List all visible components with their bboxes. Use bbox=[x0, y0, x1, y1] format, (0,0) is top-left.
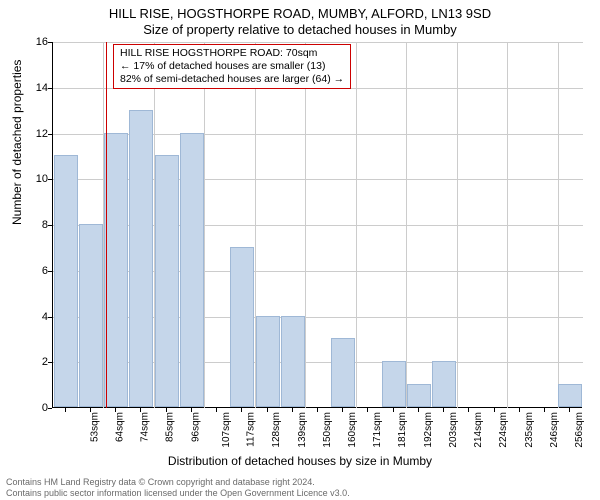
x-tick-label: 74sqm bbox=[140, 412, 151, 442]
x-tick-label: 85sqm bbox=[165, 412, 176, 442]
x-tick-label: 214sqm bbox=[473, 412, 484, 448]
x-tick-mark bbox=[191, 408, 192, 412]
x-tick-label: 64sqm bbox=[114, 412, 125, 442]
x-tick-mark bbox=[544, 408, 545, 412]
y-tick-label: 4 bbox=[28, 311, 48, 323]
bar bbox=[79, 224, 103, 407]
x-tick-mark bbox=[569, 408, 570, 412]
annotation-line2: ← 17% of detached houses are smaller (13… bbox=[120, 60, 344, 73]
chart-title-main: HILL RISE, HOGSTHORPE ROAD, MUMBY, ALFOR… bbox=[0, 6, 600, 21]
x-tick-mark bbox=[241, 408, 242, 412]
x-tick-mark bbox=[367, 408, 368, 412]
x-tick-mark bbox=[166, 408, 167, 412]
bar bbox=[180, 133, 204, 408]
y-tick-label: 8 bbox=[28, 219, 48, 231]
y-tick-label: 2 bbox=[28, 356, 48, 368]
x-tick-label: 181sqm bbox=[398, 412, 409, 448]
y-tick-mark bbox=[48, 408, 52, 409]
bar bbox=[432, 361, 456, 407]
x-tick-mark bbox=[292, 408, 293, 412]
bar bbox=[382, 361, 406, 407]
y-tick-label: 14 bbox=[28, 82, 48, 94]
x-tick-label: 246sqm bbox=[549, 412, 560, 448]
bar bbox=[256, 316, 280, 408]
y-axis-label: Number of detached properties bbox=[10, 60, 24, 225]
bar bbox=[281, 316, 305, 408]
marker-line bbox=[106, 42, 107, 408]
x-tick-mark bbox=[494, 408, 495, 412]
x-tick-label: 96sqm bbox=[190, 412, 201, 442]
bar bbox=[331, 338, 355, 407]
x-tick-label: 53sqm bbox=[89, 412, 100, 442]
y-tick-label: 6 bbox=[28, 265, 48, 277]
x-tick-label: 256sqm bbox=[574, 412, 585, 448]
x-tick-mark bbox=[393, 408, 394, 412]
x-tick-label: 171sqm bbox=[372, 412, 383, 448]
x-tick-label: 192sqm bbox=[423, 412, 434, 448]
footer-attribution: Contains HM Land Registry data © Crown c… bbox=[6, 477, 596, 498]
x-tick-mark bbox=[267, 408, 268, 412]
x-tick-mark bbox=[90, 408, 91, 412]
x-tick-label: 139sqm bbox=[297, 412, 308, 448]
chart-title-sub: Size of property relative to detached ho… bbox=[0, 22, 600, 37]
x-tick-label: 128sqm bbox=[271, 412, 282, 448]
footer-line1: Contains HM Land Registry data © Crown c… bbox=[6, 477, 596, 487]
y-tick-label: 16 bbox=[28, 36, 48, 48]
x-tick-mark bbox=[65, 408, 66, 412]
x-tick-mark bbox=[317, 408, 318, 412]
x-tick-label: 150sqm bbox=[322, 412, 333, 448]
bar bbox=[129, 110, 153, 407]
bar bbox=[155, 155, 179, 407]
grid-line-v bbox=[406, 42, 407, 408]
grid-line-v bbox=[558, 42, 559, 408]
bar bbox=[407, 384, 431, 407]
x-tick-mark bbox=[443, 408, 444, 412]
grid-line-v bbox=[204, 42, 205, 408]
footer-line2: Contains public sector information licen… bbox=[6, 488, 596, 498]
grid-line-v bbox=[457, 42, 458, 408]
x-tick-label: 224sqm bbox=[499, 412, 510, 448]
bar bbox=[230, 247, 254, 407]
y-tick-label: 12 bbox=[28, 128, 48, 140]
bar bbox=[54, 155, 78, 407]
x-tick-mark bbox=[216, 408, 217, 412]
x-tick-mark bbox=[468, 408, 469, 412]
grid-line-v bbox=[507, 42, 508, 408]
x-tick-label: 235sqm bbox=[524, 412, 535, 448]
plot-area: HILL RISE HOGSTHORPE ROAD: 70sqm ← 17% o… bbox=[52, 42, 582, 408]
bar bbox=[558, 384, 582, 407]
histogram-chart: HILL RISE, HOGSTHORPE ROAD, MUMBY, ALFOR… bbox=[0, 0, 600, 500]
x-tick-mark bbox=[140, 408, 141, 412]
annotation-line1: HILL RISE HOGSTHORPE ROAD: 70sqm bbox=[120, 47, 344, 60]
x-tick-mark bbox=[342, 408, 343, 412]
grid-line-h bbox=[53, 42, 583, 43]
x-tick-label: 107sqm bbox=[221, 412, 232, 448]
annotation-box: HILL RISE HOGSTHORPE ROAD: 70sqm ← 17% o… bbox=[113, 44, 351, 89]
bar bbox=[104, 133, 128, 408]
x-tick-mark bbox=[115, 408, 116, 412]
y-tick-label: 10 bbox=[28, 173, 48, 185]
x-tick-label: 160sqm bbox=[347, 412, 358, 448]
y-tick-label: 0 bbox=[28, 402, 48, 414]
grid-line-v bbox=[356, 42, 357, 408]
x-tick-mark bbox=[418, 408, 419, 412]
x-tick-mark bbox=[519, 408, 520, 412]
annotation-line3: 82% of semi-detached houses are larger (… bbox=[120, 73, 344, 86]
x-tick-label: 203sqm bbox=[448, 412, 459, 448]
x-tick-label: 117sqm bbox=[245, 412, 256, 447]
grid-line-v bbox=[305, 42, 306, 408]
x-axis-label: Distribution of detached houses by size … bbox=[0, 454, 600, 468]
